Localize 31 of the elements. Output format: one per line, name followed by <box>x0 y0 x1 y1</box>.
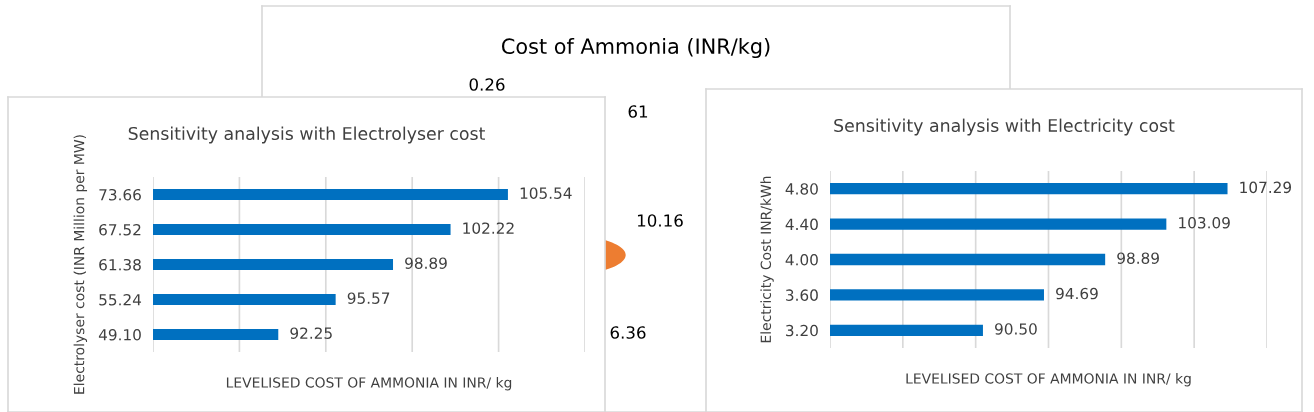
y-tick-label: 49.10 <box>98 328 141 341</box>
y-tick-label: 67.52 <box>99 223 141 236</box>
data-label: 90.50 <box>995 323 1037 335</box>
x-axis-title: LEVELISED COST OF AMMONIA IN INR/ kg <box>226 377 512 391</box>
text: 10.16 <box>637 214 683 227</box>
data-label: 105.54 <box>520 187 572 199</box>
y-tick-label: 4.40 <box>785 218 818 231</box>
data-label: 103.09 <box>1179 216 1230 229</box>
text: 61 <box>628 105 648 118</box>
data-label: 98.89 <box>405 257 447 269</box>
chart-title: Sensitivity analysis with Electricity cost <box>834 118 1175 136</box>
y-tick-label: 55.24 <box>99 293 142 306</box>
text: Cost of Ammonia (INR/kg) <box>501 37 770 59</box>
y-axis-title: Electricity Cost INR/kWh <box>760 176 774 343</box>
x-axis-title: LEVELISED COST OF AMMONIA IN INR/ kg <box>906 373 1191 387</box>
chart-title: Sensitivity analysis with Electrolyser cost <box>128 126 485 144</box>
y-tick-label: 3.60 <box>786 289 818 301</box>
y-axis-title: Electrolyser cost (INR Million per MW) <box>73 135 88 394</box>
data-label: 94.69 <box>1056 287 1098 300</box>
data-label: 95.57 <box>347 292 390 304</box>
data-label: 98.89 <box>1117 252 1159 264</box>
y-tick-label: 3.20 <box>786 324 818 337</box>
text: 0.26 <box>469 78 505 91</box>
y-tick-label: 73.66 <box>99 188 141 201</box>
data-label: 92.25 <box>290 327 332 339</box>
y-tick-label: 61.38 <box>99 258 141 271</box>
y-tick-label: 4.00 <box>785 253 818 266</box>
data-label: 107.29 <box>1240 181 1292 194</box>
y-tick-label: 4.80 <box>785 183 818 195</box>
text: 6.36 <box>610 326 646 339</box>
data-label: 102.22 <box>463 222 514 234</box>
